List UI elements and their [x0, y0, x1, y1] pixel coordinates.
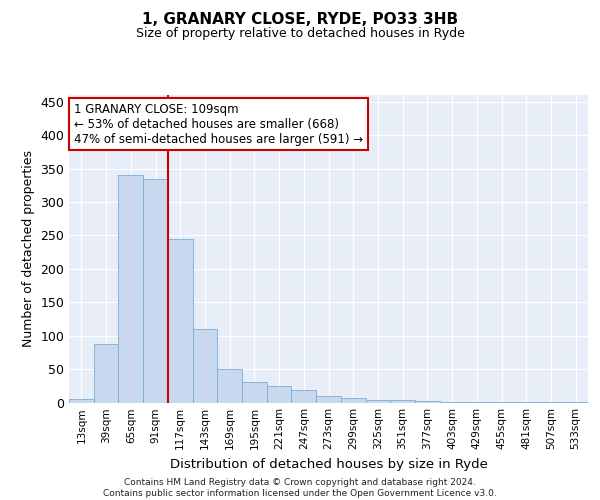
Bar — [316, 396, 341, 402]
Bar — [292, 390, 316, 402]
Bar — [415, 401, 440, 402]
Bar — [365, 400, 390, 402]
Bar — [69, 399, 94, 402]
Y-axis label: Number of detached properties: Number of detached properties — [22, 150, 35, 347]
Bar — [143, 178, 168, 402]
Text: 1, GRANARY CLOSE, RYDE, PO33 3HB: 1, GRANARY CLOSE, RYDE, PO33 3HB — [142, 12, 458, 28]
Bar — [193, 329, 217, 402]
Bar — [267, 386, 292, 402]
Text: 1 GRANARY CLOSE: 109sqm
← 53% of detached houses are smaller (668)
47% of semi-d: 1 GRANARY CLOSE: 109sqm ← 53% of detache… — [74, 102, 364, 146]
Bar — [168, 238, 193, 402]
Text: Size of property relative to detached houses in Ryde: Size of property relative to detached ho… — [136, 28, 464, 40]
Bar — [242, 382, 267, 402]
Bar — [217, 369, 242, 402]
X-axis label: Distribution of detached houses by size in Ryde: Distribution of detached houses by size … — [170, 458, 487, 471]
Bar — [94, 344, 118, 402]
Bar — [390, 400, 415, 402]
Text: Contains HM Land Registry data © Crown copyright and database right 2024.
Contai: Contains HM Land Registry data © Crown c… — [103, 478, 497, 498]
Bar — [118, 175, 143, 402]
Bar — [341, 398, 365, 402]
